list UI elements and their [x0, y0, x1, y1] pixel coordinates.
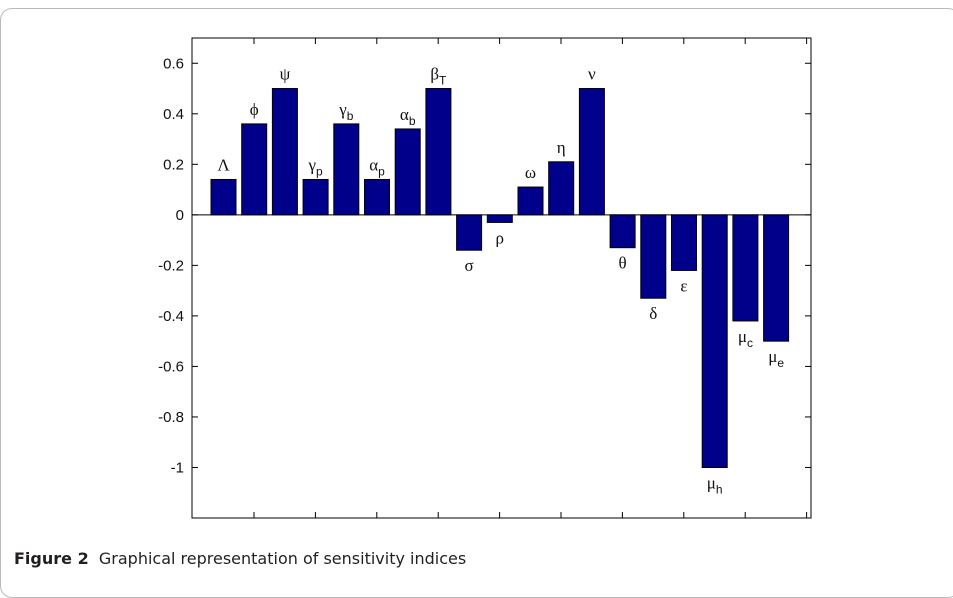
bar-label: μc [738, 327, 753, 350]
bar-label: ρ [496, 228, 504, 247]
bar [486, 214, 513, 223]
bar [302, 178, 329, 216]
bar-label: βT [430, 65, 447, 88]
bar-label: δ [649, 304, 657, 323]
bar [763, 214, 790, 342]
bar [517, 186, 544, 216]
bar [671, 214, 697, 271]
bar-label: μh [707, 473, 723, 496]
bar-label: θ [619, 254, 627, 273]
sensitivity-bar-chart: 0.6 0.4 0.2 0 -0.2 -0.4 -0.6 -0.8 -1 Λϕ ψ γp γb αp αbβ… [158, 37, 812, 519]
bar [578, 88, 605, 216]
y-tick-label: -0.4 [158, 308, 184, 325]
y-tick-label: 0.2 [163, 156, 184, 173]
bar-label: γp [307, 155, 323, 178]
bar [210, 178, 237, 216]
bar [425, 88, 452, 216]
bar [456, 214, 483, 251]
bar [548, 161, 575, 216]
y-tick-label: 0 [176, 207, 184, 224]
bar-label: ν [588, 65, 596, 84]
bar-label: η [557, 138, 566, 157]
bar-label: αb [400, 105, 416, 128]
y-tick-label: -0.8 [158, 409, 184, 426]
y-tick-label: -0.6 [158, 358, 184, 375]
bar-label: αp [369, 155, 385, 178]
y-tick-label: 0.6 [163, 55, 184, 72]
bar [609, 214, 636, 249]
figure-caption-text: Graphical representation of sensitivity … [98, 549, 467, 568]
bar [364, 178, 390, 216]
bar [640, 214, 667, 299]
figure-caption: Figure 2 Graphical representation of sen… [14, 549, 466, 568]
plot-area-border [191, 37, 812, 519]
bar [241, 123, 268, 216]
bar [271, 88, 298, 216]
bar [333, 123, 360, 216]
bar-label: ϕ [250, 100, 259, 119]
bar-label: ψ [280, 65, 291, 84]
bar [394, 128, 421, 216]
y-tick-label: 0.4 [163, 106, 184, 123]
bar-label: σ [465, 256, 474, 275]
y-tick-label: -0.2 [158, 257, 184, 274]
bar [701, 214, 728, 468]
bar-label: ω [525, 163, 536, 182]
bar-label: Λ [217, 155, 230, 174]
bar-label: γb [338, 100, 354, 123]
figure-caption-label: Figure 2 [14, 549, 89, 568]
bar-label: μe [768, 347, 784, 370]
bar [732, 214, 759, 322]
y-tick-label: -1 [171, 459, 184, 476]
bar-label: ε [680, 276, 687, 295]
